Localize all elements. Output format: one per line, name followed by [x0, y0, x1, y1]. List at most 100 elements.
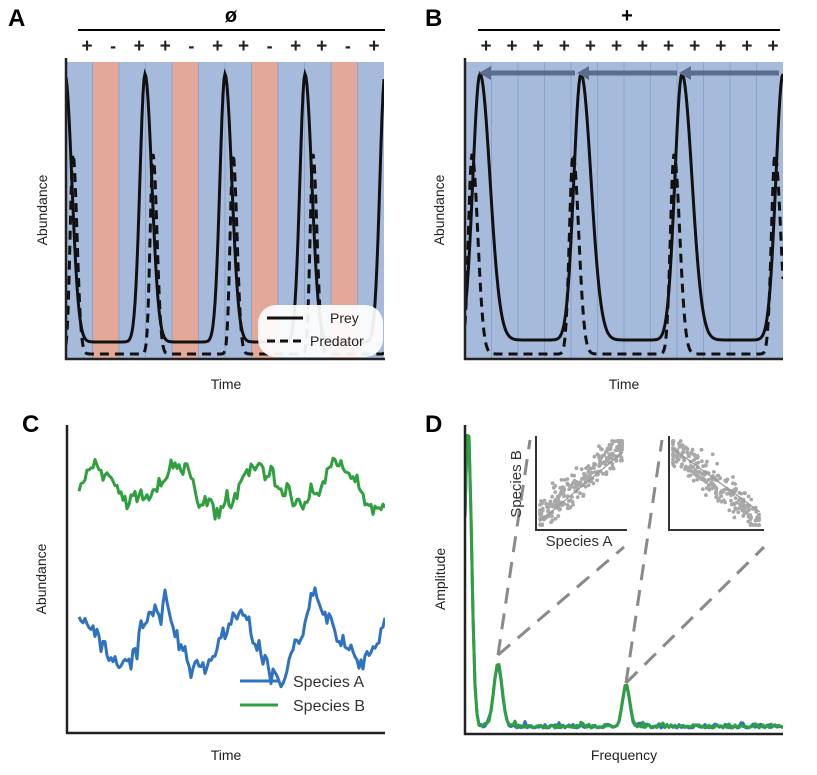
inset-scatter-point: [699, 477, 704, 481]
inset-scatter-point: [710, 481, 715, 486]
panel-a-xlabel: Time: [211, 376, 242, 392]
environment-sign: +: [212, 36, 223, 57]
inset-scatter-point: [592, 454, 597, 459]
panel-d-species-b-line: [465, 433, 783, 730]
inset-scatter-point: [727, 508, 732, 513]
inset-scatter-point: [607, 452, 612, 457]
inset-scatter-point: [731, 509, 736, 514]
inset-scatter-point: [546, 509, 550, 513]
panel-d-plot: [465, 433, 783, 730]
inset-scatter-point: [743, 491, 747, 496]
inset-scatter-point: [682, 458, 686, 463]
inset-scatter-point: [699, 447, 704, 452]
inset-scatter-point: [553, 516, 558, 521]
inset-scatter-point: [731, 481, 735, 486]
panel-b-prey-line: [465, 70, 783, 342]
inset-scatter-point: [553, 484, 558, 488]
inset-scatter-point: [695, 470, 699, 475]
panel-b-label: B: [425, 5, 442, 32]
inset-scatter-point: [736, 510, 741, 515]
panel-b: B + + + + + + + + + + + + + Time Abundance: [425, 5, 783, 392]
inset-scatter-point: [719, 499, 724, 504]
inset-scatter-point: [731, 475, 735, 479]
panel-b-ylabel: Abundance: [431, 174, 447, 245]
inset-scatter-point: [704, 480, 709, 484]
inset-scatter-point: [550, 518, 555, 523]
inset-scatter-point: [740, 503, 744, 508]
environment-sign: +: [480, 36, 491, 57]
inset-scatter-point: [569, 484, 573, 488]
inset-scatter-point: [600, 461, 605, 465]
environment-sign: +: [507, 36, 518, 57]
inset-scatter-point: [610, 464, 615, 469]
inset-scatter-point: [586, 483, 591, 488]
inset-scatter-point: [729, 502, 734, 507]
inset-scatter-point: [704, 493, 708, 497]
inset-scatter-point: [540, 506, 545, 511]
inset-scatter-point: [695, 473, 700, 478]
inset-scatter-point: [757, 523, 761, 527]
panel-d-label: D: [425, 411, 442, 438]
inset-scatter-point: [692, 452, 696, 457]
inset-scatter-point: [691, 478, 696, 483]
inset-scatter-point: [586, 470, 591, 474]
environment-sign: -: [110, 36, 116, 56]
environment-sign: +: [715, 36, 726, 57]
inset-scatter-point: [554, 502, 559, 507]
inset-scatter-point: [741, 513, 746, 518]
panel-a-environment-signs: + - + + - + + - + + - +: [81, 36, 379, 57]
inset-scatter-point: [539, 499, 543, 503]
panel-b-xlabel: Time: [609, 376, 640, 392]
environment-sign: +: [637, 36, 648, 57]
inset-scatter-point: [695, 477, 700, 482]
panel-d-xlabel: Frequency: [591, 747, 657, 763]
inset-scatter-point: [732, 487, 737, 492]
inset-scatter-point: [591, 464, 596, 469]
inset-scatter-point: [570, 473, 574, 478]
environment-sign: +: [663, 36, 674, 57]
inset-scatter-point: [540, 522, 544, 527]
inset-scatter-point: [575, 495, 580, 499]
inset-scatter-point: [692, 458, 696, 462]
inset-scatter-point: [676, 457, 681, 462]
inset-scatter-point: [538, 503, 542, 507]
inset-scatter-point: [706, 483, 711, 487]
inset-scatter-point: [700, 487, 705, 491]
inset-scatter-point: [683, 467, 687, 471]
inset-scatter-point: [716, 498, 720, 503]
inset-scatter-point: [701, 472, 705, 477]
inset-scatter-point: [724, 479, 729, 484]
environment-sign: +: [741, 36, 752, 57]
inset-scatter-point: [754, 509, 759, 514]
inset-scatter-point: [610, 439, 614, 443]
inset-scatter-point: [700, 459, 704, 464]
inset-scatter-point: [671, 439, 675, 443]
inset-scatter-point: [550, 504, 555, 509]
environment-sign: +: [368, 36, 379, 57]
environment-sign: +: [134, 36, 145, 57]
inset-scatter-point: [704, 486, 709, 490]
inset-scatter-point: [593, 470, 597, 474]
inset-scatter-point: [544, 502, 548, 506]
panel-a-environment-band: [92, 62, 120, 359]
inset-scatter-point: [597, 444, 601, 449]
inset-scatter-point: [571, 481, 575, 486]
inset-scatter-point: [757, 515, 761, 520]
inset-scatter-point: [746, 508, 751, 512]
inset-scatter-point: [595, 452, 600, 457]
inset-scatter-point: [714, 489, 719, 494]
inset-scatter-point: [620, 440, 624, 444]
environment-sign: +: [238, 36, 249, 57]
inset-scatter-point: [714, 486, 719, 491]
panel-b-environment-band: [624, 62, 652, 359]
inset-scatter-point: [677, 441, 681, 446]
inset-scatter-point: [597, 464, 601, 468]
inset-scatter-point: [574, 466, 579, 471]
inset-scatter-point: [568, 498, 573, 503]
inset-scatter-point: [557, 507, 562, 512]
panel-b-arrow-head: [479, 66, 491, 80]
inset-scatter-point: [565, 503, 570, 507]
panel-c-species-b-line: [77, 456, 385, 521]
inset-scatter-point: [680, 443, 685, 448]
environment-sign: +: [290, 36, 301, 57]
